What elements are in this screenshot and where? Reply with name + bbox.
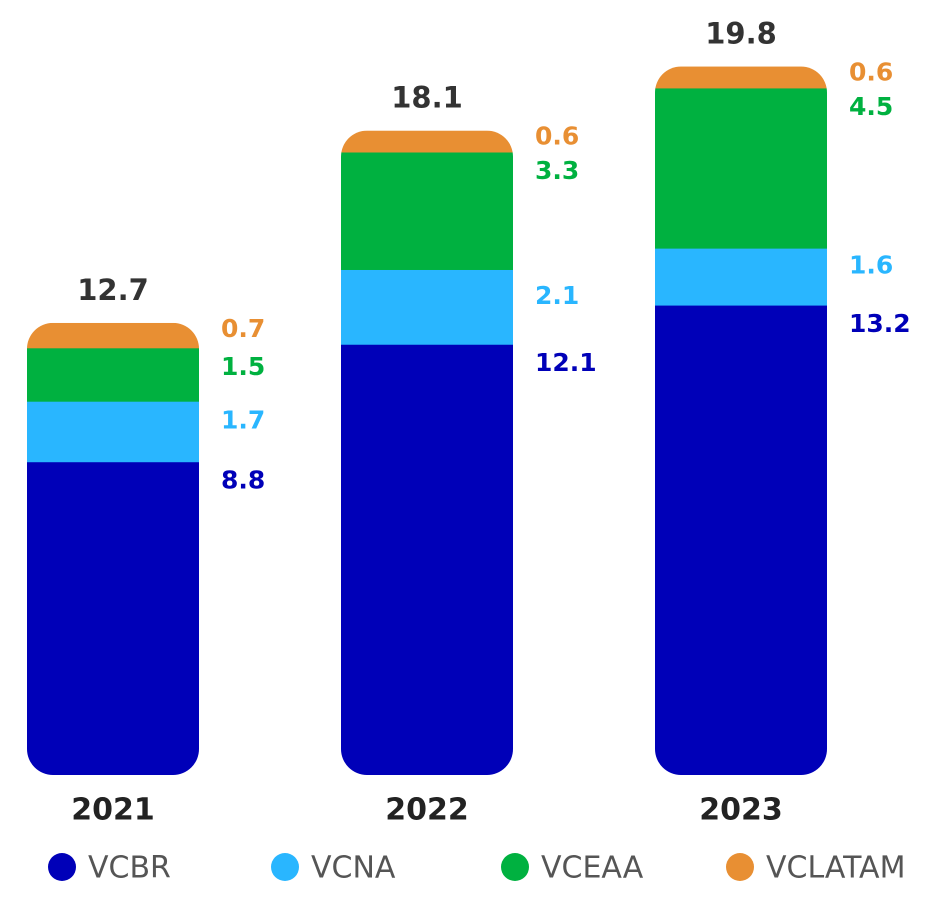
bar-segment — [655, 87, 827, 249]
legend-swatch — [726, 853, 754, 881]
legend-label: VCBR — [88, 851, 171, 886]
value-label: 1.6 — [849, 251, 893, 280]
x-tick-label: 2023 — [699, 793, 783, 828]
value-label: 0.7 — [221, 314, 265, 343]
value-label: 2.1 — [535, 281, 579, 310]
legend-swatch — [501, 853, 529, 881]
legend-label: VCNA — [311, 851, 396, 886]
legend-swatch — [271, 853, 299, 881]
bar-segment — [27, 347, 199, 402]
bar-segment — [27, 401, 199, 463]
value-label: 4.5 — [849, 92, 893, 121]
legend-label: VCLATAM — [766, 851, 905, 886]
legend-swatch — [48, 853, 76, 881]
bar-segment — [27, 461, 199, 775]
x-tick-label: 2022 — [385, 793, 469, 828]
value-label: 13.2 — [849, 309, 911, 338]
value-label: 0.6 — [535, 122, 579, 151]
bar-group — [655, 66, 827, 775]
bar-segment — [655, 305, 827, 775]
bar-segment — [655, 66, 827, 89]
bar-segment — [27, 322, 199, 349]
legend-label: VCEAA — [541, 851, 644, 886]
total-label: 18.1 — [391, 81, 463, 115]
x-tick-label: 2021 — [71, 793, 155, 828]
bar-segment — [341, 344, 513, 775]
bar-group — [341, 130, 513, 775]
bar-segment — [341, 152, 513, 270]
value-label: 0.6 — [849, 58, 893, 87]
value-label: 1.7 — [221, 405, 265, 434]
value-label: 8.8 — [221, 466, 265, 495]
value-label: 1.5 — [221, 352, 265, 381]
bar-group — [27, 322, 199, 775]
value-label: 3.3 — [535, 156, 579, 185]
bar-segment — [655, 248, 827, 306]
bar-segment — [341, 130, 513, 153]
bar-segment — [341, 269, 513, 345]
value-label: 12.1 — [535, 348, 597, 377]
total-label: 12.7 — [77, 273, 149, 307]
total-label: 19.8 — [705, 17, 777, 51]
